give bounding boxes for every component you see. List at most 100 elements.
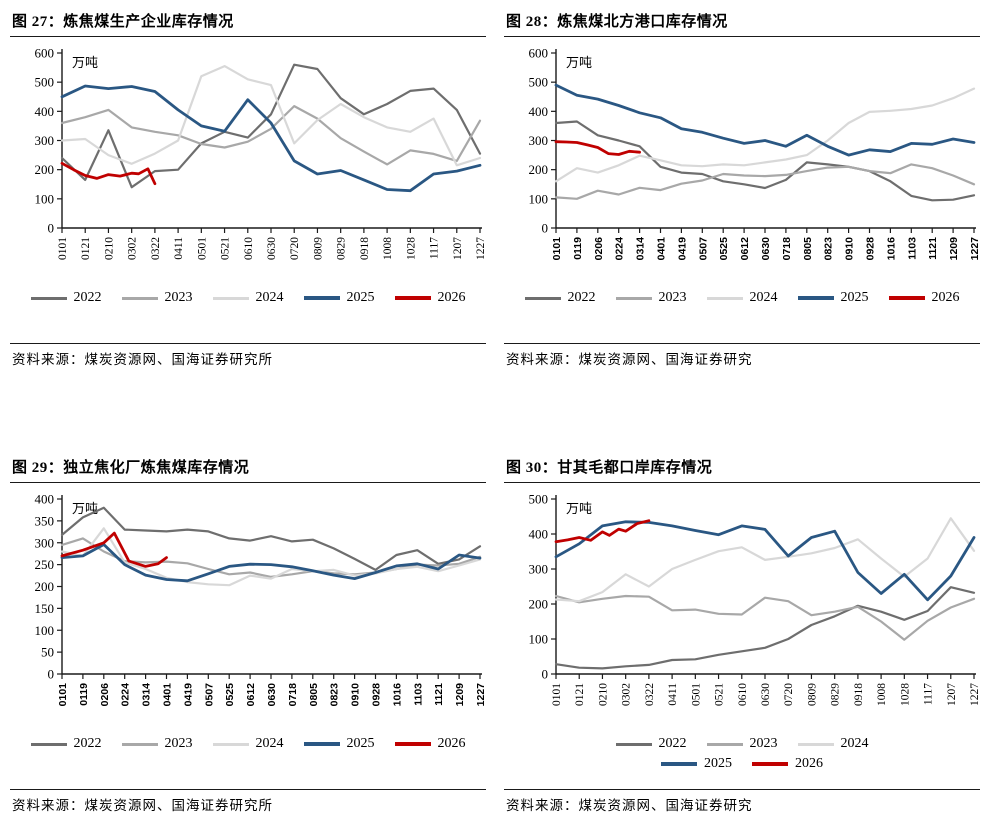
legend-swatch: [212, 296, 249, 300]
x-tick-label: 0610: [737, 683, 749, 706]
series-line-2024: [60, 65, 482, 167]
fig28-source-block: 资料来源：煤炭资源网、国海证券研究: [504, 343, 980, 368]
source-divider: [504, 789, 980, 790]
x-tick-label: 0302: [127, 237, 139, 260]
y-tick-label: 300: [529, 133, 549, 148]
x-tick-label: 0521: [220, 237, 232, 260]
x-tick-label: 0101: [551, 683, 563, 706]
legend-swatch: [303, 742, 340, 746]
x-tick-label: 0805: [308, 683, 320, 707]
legend-swatch: [706, 742, 743, 746]
y-tick-label: 100: [529, 632, 549, 647]
fig28-plot: 0 100 200 300 400 500 600 0101 0119 0206 0224 0314 0…: [529, 46, 982, 261]
x-tick-label: 1227: [969, 237, 980, 261]
y-tick-label: 50: [41, 645, 54, 660]
x-tick-label: 0718: [781, 237, 793, 261]
x-tick-label: 0411: [173, 237, 185, 260]
legend-swatch: [303, 296, 340, 300]
legend-label: 2023: [749, 736, 778, 751]
figure-card-27: 图 27：炼焦煤生产企业库存情况 0 100 200 300 400 500 600 0101…: [0, 6, 494, 368]
x-tick-label: 0829: [830, 683, 842, 706]
y-tick-label: 600: [35, 46, 55, 61]
x-tick-label: 0119: [572, 237, 584, 260]
x-tick-label: 0210: [597, 683, 609, 706]
fig29-plot: 0 50 100 150 200 250 300 350 400 0101 0119 0206 0224…: [35, 492, 488, 707]
x-tick-label: 0224: [614, 237, 626, 261]
x-tick-label: 1028: [899, 683, 911, 706]
y-tick-label: 250: [35, 557, 55, 572]
legend-swatch: [615, 296, 652, 300]
fig28-chart-area: 0 100 200 300 400 500 600 0101 0119 0206 0224 0314 0…: [506, 43, 982, 288]
x-tick-label: 0612: [245, 683, 257, 707]
y-tick-label: 200: [35, 162, 55, 177]
legend-item-2024: 2024: [797, 736, 869, 752]
series-line-2025: [60, 84, 482, 193]
fig27-chart-area: 0 100 200 300 400 500 600 0101 0121 0210 0302 0322 0…: [12, 43, 488, 288]
x-tick-label: 0630: [760, 237, 772, 261]
series-line-2026: [554, 140, 642, 156]
x-tick-label: 0210: [103, 237, 115, 260]
series-line-2025: [60, 543, 482, 583]
x-tick-label: 0823: [823, 237, 835, 261]
legend-item-2024: 2024: [212, 290, 284, 306]
x-tick-label: 0101: [57, 683, 69, 707]
y-tick-label: 150: [35, 601, 55, 616]
legend-swatch: [615, 742, 652, 746]
x-tick-label: 0206: [593, 237, 605, 261]
legend-label: 2026: [931, 290, 960, 305]
y-tick-label: 400: [529, 104, 549, 119]
series-line-2024: [60, 527, 482, 587]
title-divider: [504, 36, 980, 37]
series-line-2024: [554, 87, 976, 183]
x-tick-label: 0918: [853, 683, 865, 706]
x-tick-label: 0910: [844, 237, 856, 261]
x-tick-label: 0121: [80, 237, 92, 260]
legend-swatch: [121, 296, 158, 300]
fig29-chart-area: 0 50 100 150 200 250 300 350 400 0101 0119 0206 0224…: [12, 489, 488, 734]
x-tick-label: 0322: [150, 237, 162, 260]
legend-swatch: [524, 296, 561, 300]
figure-title: 图 28：炼焦煤北方港口库存情况: [506, 14, 728, 30]
y-tick-label: 300: [35, 535, 55, 550]
legend-swatch: [394, 742, 431, 746]
legend-label: 2026: [437, 736, 466, 751]
y-tick-label: 200: [529, 162, 549, 177]
legend-label: 2024: [749, 290, 778, 305]
legend-swatch: [30, 742, 67, 746]
x-tick-label: 0918: [359, 237, 371, 260]
fig30-chart-area: 0 100 200 300 400 500 0101 0121 0210 0302 0322 0411…: [506, 489, 982, 734]
x-tick-label: 1117: [923, 683, 935, 705]
x-tick-label: 0401: [162, 683, 174, 707]
y-tick-label: 0: [542, 221, 549, 236]
x-tick-label: 1008: [382, 237, 394, 260]
legend-label: 2026: [437, 290, 466, 305]
x-tick-label: 1117: [429, 237, 441, 259]
fig27-plot: 0 100 200 300 400 500 600 0101 0121 0210 0302 0322 0…: [35, 46, 488, 261]
figure-card-28: 图 28：炼焦煤北方港口库存情况 0 100 200 300 400 500 600 0101…: [494, 6, 988, 368]
x-tick-label: 1121: [927, 237, 939, 260]
series-line-2024: [554, 517, 976, 603]
x-tick-label: 0928: [371, 683, 383, 707]
title-divider: [504, 482, 980, 483]
legend-swatch: [394, 296, 431, 300]
fig29-legend: 2022 2023 2024 2025 2026: [10, 736, 486, 752]
legend-label: 2023: [164, 736, 193, 751]
x-tick-label: 0525: [718, 237, 730, 261]
x-tick-label: 0501: [690, 683, 702, 706]
series-line-2023: [60, 104, 482, 166]
y-tick-label: 500: [35, 75, 55, 90]
y-tick-label: 500: [529, 492, 549, 507]
x-tick-label: 0720: [783, 683, 795, 706]
series-line-2023: [60, 537, 482, 579]
x-tick-label: 0507: [697, 237, 709, 261]
fig28-legend: 2022 2023 2024 2025 2026: [504, 290, 980, 306]
x-tick-label: 0419: [182, 683, 194, 707]
y-tick-label: 400: [529, 527, 549, 542]
figure-title: 图 30：甘其毛都口岸库存情况: [506, 460, 713, 476]
x-tick-label: 0720: [289, 237, 301, 260]
x-tick-label: 0101: [57, 237, 69, 260]
legend-item-2022: 2022: [615, 736, 687, 752]
x-tick-label: 0501: [196, 237, 208, 260]
y-tick-label: 0: [542, 667, 549, 682]
